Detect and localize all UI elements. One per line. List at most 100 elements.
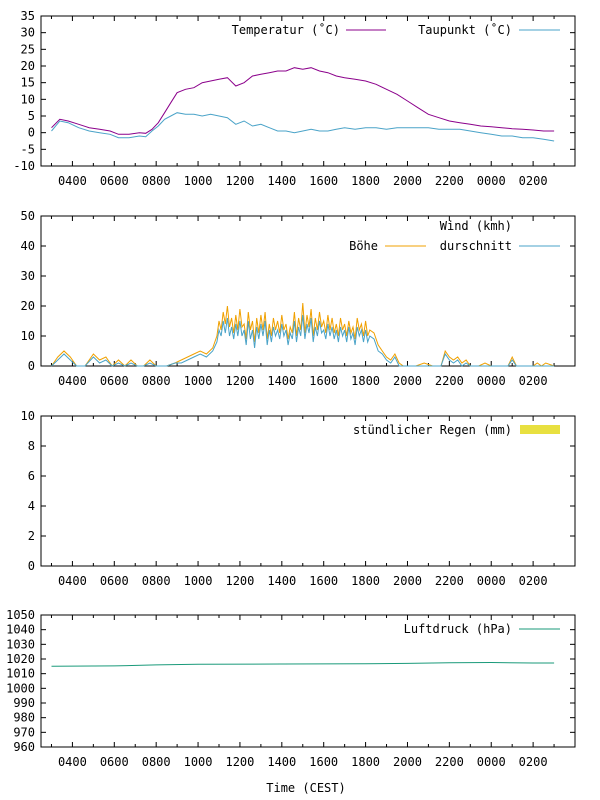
y-tick-label: 10 — [21, 409, 35, 423]
x-tick-label: 0800 — [142, 574, 171, 588]
y-tick-label: 4 — [28, 499, 35, 513]
rain-chart: 0 2 4 6 8 10 0400 0600 0800 1000 1200 1400 1600 1800 2… — [21, 409, 576, 588]
legend-label: Böhe — [349, 239, 378, 253]
temperature-chart: -10 -5 0 5 10 15 20 25 30 35 0400 0600 0800 1000 1200 1… — [13, 9, 576, 188]
x-tick-label: 0200 — [519, 755, 548, 769]
x-tick-label: 2000 — [393, 174, 422, 188]
x-tick-label: 1800 — [351, 174, 380, 188]
x-tick-label: 1600 — [309, 755, 338, 769]
x-tick-label: 0200 — [519, 374, 548, 388]
legend-label: Luftdruck (hPa) — [404, 622, 512, 636]
y-tick-label: 20 — [21, 59, 35, 73]
y-tick-label: 8 — [28, 439, 35, 453]
x-tick-label: 1600 — [309, 174, 338, 188]
x-tick-label: 2200 — [435, 755, 464, 769]
y-tick-label: 5 — [28, 109, 35, 123]
x-tick-label: 0400 — [58, 574, 87, 588]
y-tick-label: 30 — [21, 269, 35, 283]
x-tick-label: 0000 — [477, 174, 506, 188]
y-tick-label: -10 — [13, 159, 35, 173]
y-tick-label: 1050 — [6, 608, 35, 622]
x-tick-label: 1600 — [309, 374, 338, 388]
x-tick-label: 1600 — [309, 574, 338, 588]
legend-label: Temperatur (˚C) — [232, 22, 340, 37]
x-tick-label: 1400 — [267, 755, 296, 769]
x-tick-label: 0600 — [100, 374, 129, 388]
y-tick-label: 1040 — [6, 623, 35, 637]
legend-swatch — [520, 425, 560, 434]
x-tick-label: 1000 — [184, 574, 213, 588]
y-tick-label: 50 — [21, 209, 35, 223]
x-tick-label: 0800 — [142, 374, 171, 388]
x-axis-label: Time (CEST) — [266, 781, 345, 795]
y-tick-label: 0 — [28, 559, 35, 573]
y-tick-label: 6 — [28, 469, 35, 483]
series-line — [51, 314, 555, 367]
y-tick-label: 10 — [21, 92, 35, 106]
x-tick-label: 1400 — [267, 174, 296, 188]
y-tick-label: 15 — [21, 76, 35, 90]
pressure-chart: 9609709809901000101010201030104010500400… — [6, 608, 576, 769]
x-tick-label: 0000 — [477, 374, 506, 388]
y-tick-label: 1030 — [6, 637, 35, 651]
wind-chart: 0 10 20 30 40 50 0400 0600 0800 1000 1200 1400 1600 1… — [21, 209, 576, 388]
x-tick-label: 2000 — [393, 574, 422, 588]
x-tick-label: 2000 — [393, 374, 422, 388]
series-line — [51, 302, 555, 367]
y-tick-label: 30 — [21, 26, 35, 40]
y-tick-label: 990 — [13, 696, 35, 710]
y-tick-label: 0 — [28, 359, 35, 373]
x-tick-label: 1200 — [225, 374, 254, 388]
x-tick-label: 1000 — [184, 755, 213, 769]
x-tick-label: 1200 — [225, 174, 254, 188]
y-tick-label: 1000 — [6, 681, 35, 695]
x-tick-label: 1000 — [184, 174, 213, 188]
y-tick-label: 40 — [21, 239, 35, 253]
y-tick-label: 20 — [21, 299, 35, 313]
x-tick-label: 0000 — [477, 574, 506, 588]
y-tick-label: 2 — [28, 529, 35, 543]
x-tick-label: 1000 — [184, 374, 213, 388]
y-tick-label: 10 — [21, 329, 35, 343]
x-tick-label: 1800 — [351, 755, 380, 769]
x-tick-label: 1200 — [225, 755, 254, 769]
chart-title: Wind (kmh) — [440, 219, 512, 233]
x-tick-label: 2000 — [393, 755, 422, 769]
x-tick-label: 2200 — [435, 574, 464, 588]
x-tick-label: 1800 — [351, 574, 380, 588]
x-tick-label: 1400 — [267, 374, 296, 388]
x-tick-label: 0800 — [142, 755, 171, 769]
y-tick-label: 1010 — [6, 667, 35, 681]
x-tick-label: 1200 — [225, 574, 254, 588]
plot-frame — [40, 15, 576, 167]
x-tick-label: 0600 — [100, 174, 129, 188]
series-line — [51, 112, 555, 142]
x-tick-label: 0000 — [477, 755, 506, 769]
y-tick-label: 0 — [28, 126, 35, 140]
plot-frame — [40, 614, 576, 748]
x-tick-label: 0800 — [142, 174, 171, 188]
x-tick-label: 0600 — [100, 574, 129, 588]
y-tick-label: 980 — [13, 711, 35, 725]
y-tick-label: 960 — [13, 740, 35, 754]
y-tick-label: -5 — [21, 142, 35, 156]
x-tick-label: 2200 — [435, 174, 464, 188]
x-tick-label: 0400 — [58, 374, 87, 388]
x-tick-label: 0400 — [58, 755, 87, 769]
x-tick-label: 0400 — [58, 174, 87, 188]
y-tick-label: 35 — [21, 9, 35, 23]
plot-frame — [40, 415, 576, 567]
x-tick-label: 0200 — [519, 174, 548, 188]
x-tick-label: 1400 — [267, 574, 296, 588]
y-tick-label: 1020 — [6, 652, 35, 666]
x-tick-label: 2200 — [435, 374, 464, 388]
y-tick-label: 970 — [13, 725, 35, 739]
plot-frame — [40, 215, 576, 367]
legend-label: Taupunkt (˚C) — [418, 22, 512, 37]
series-line — [51, 661, 555, 667]
legend-label: durschnitt — [440, 239, 512, 253]
x-tick-label: 0600 — [100, 755, 129, 769]
y-tick-label: 25 — [21, 42, 35, 56]
series-line — [51, 67, 555, 135]
